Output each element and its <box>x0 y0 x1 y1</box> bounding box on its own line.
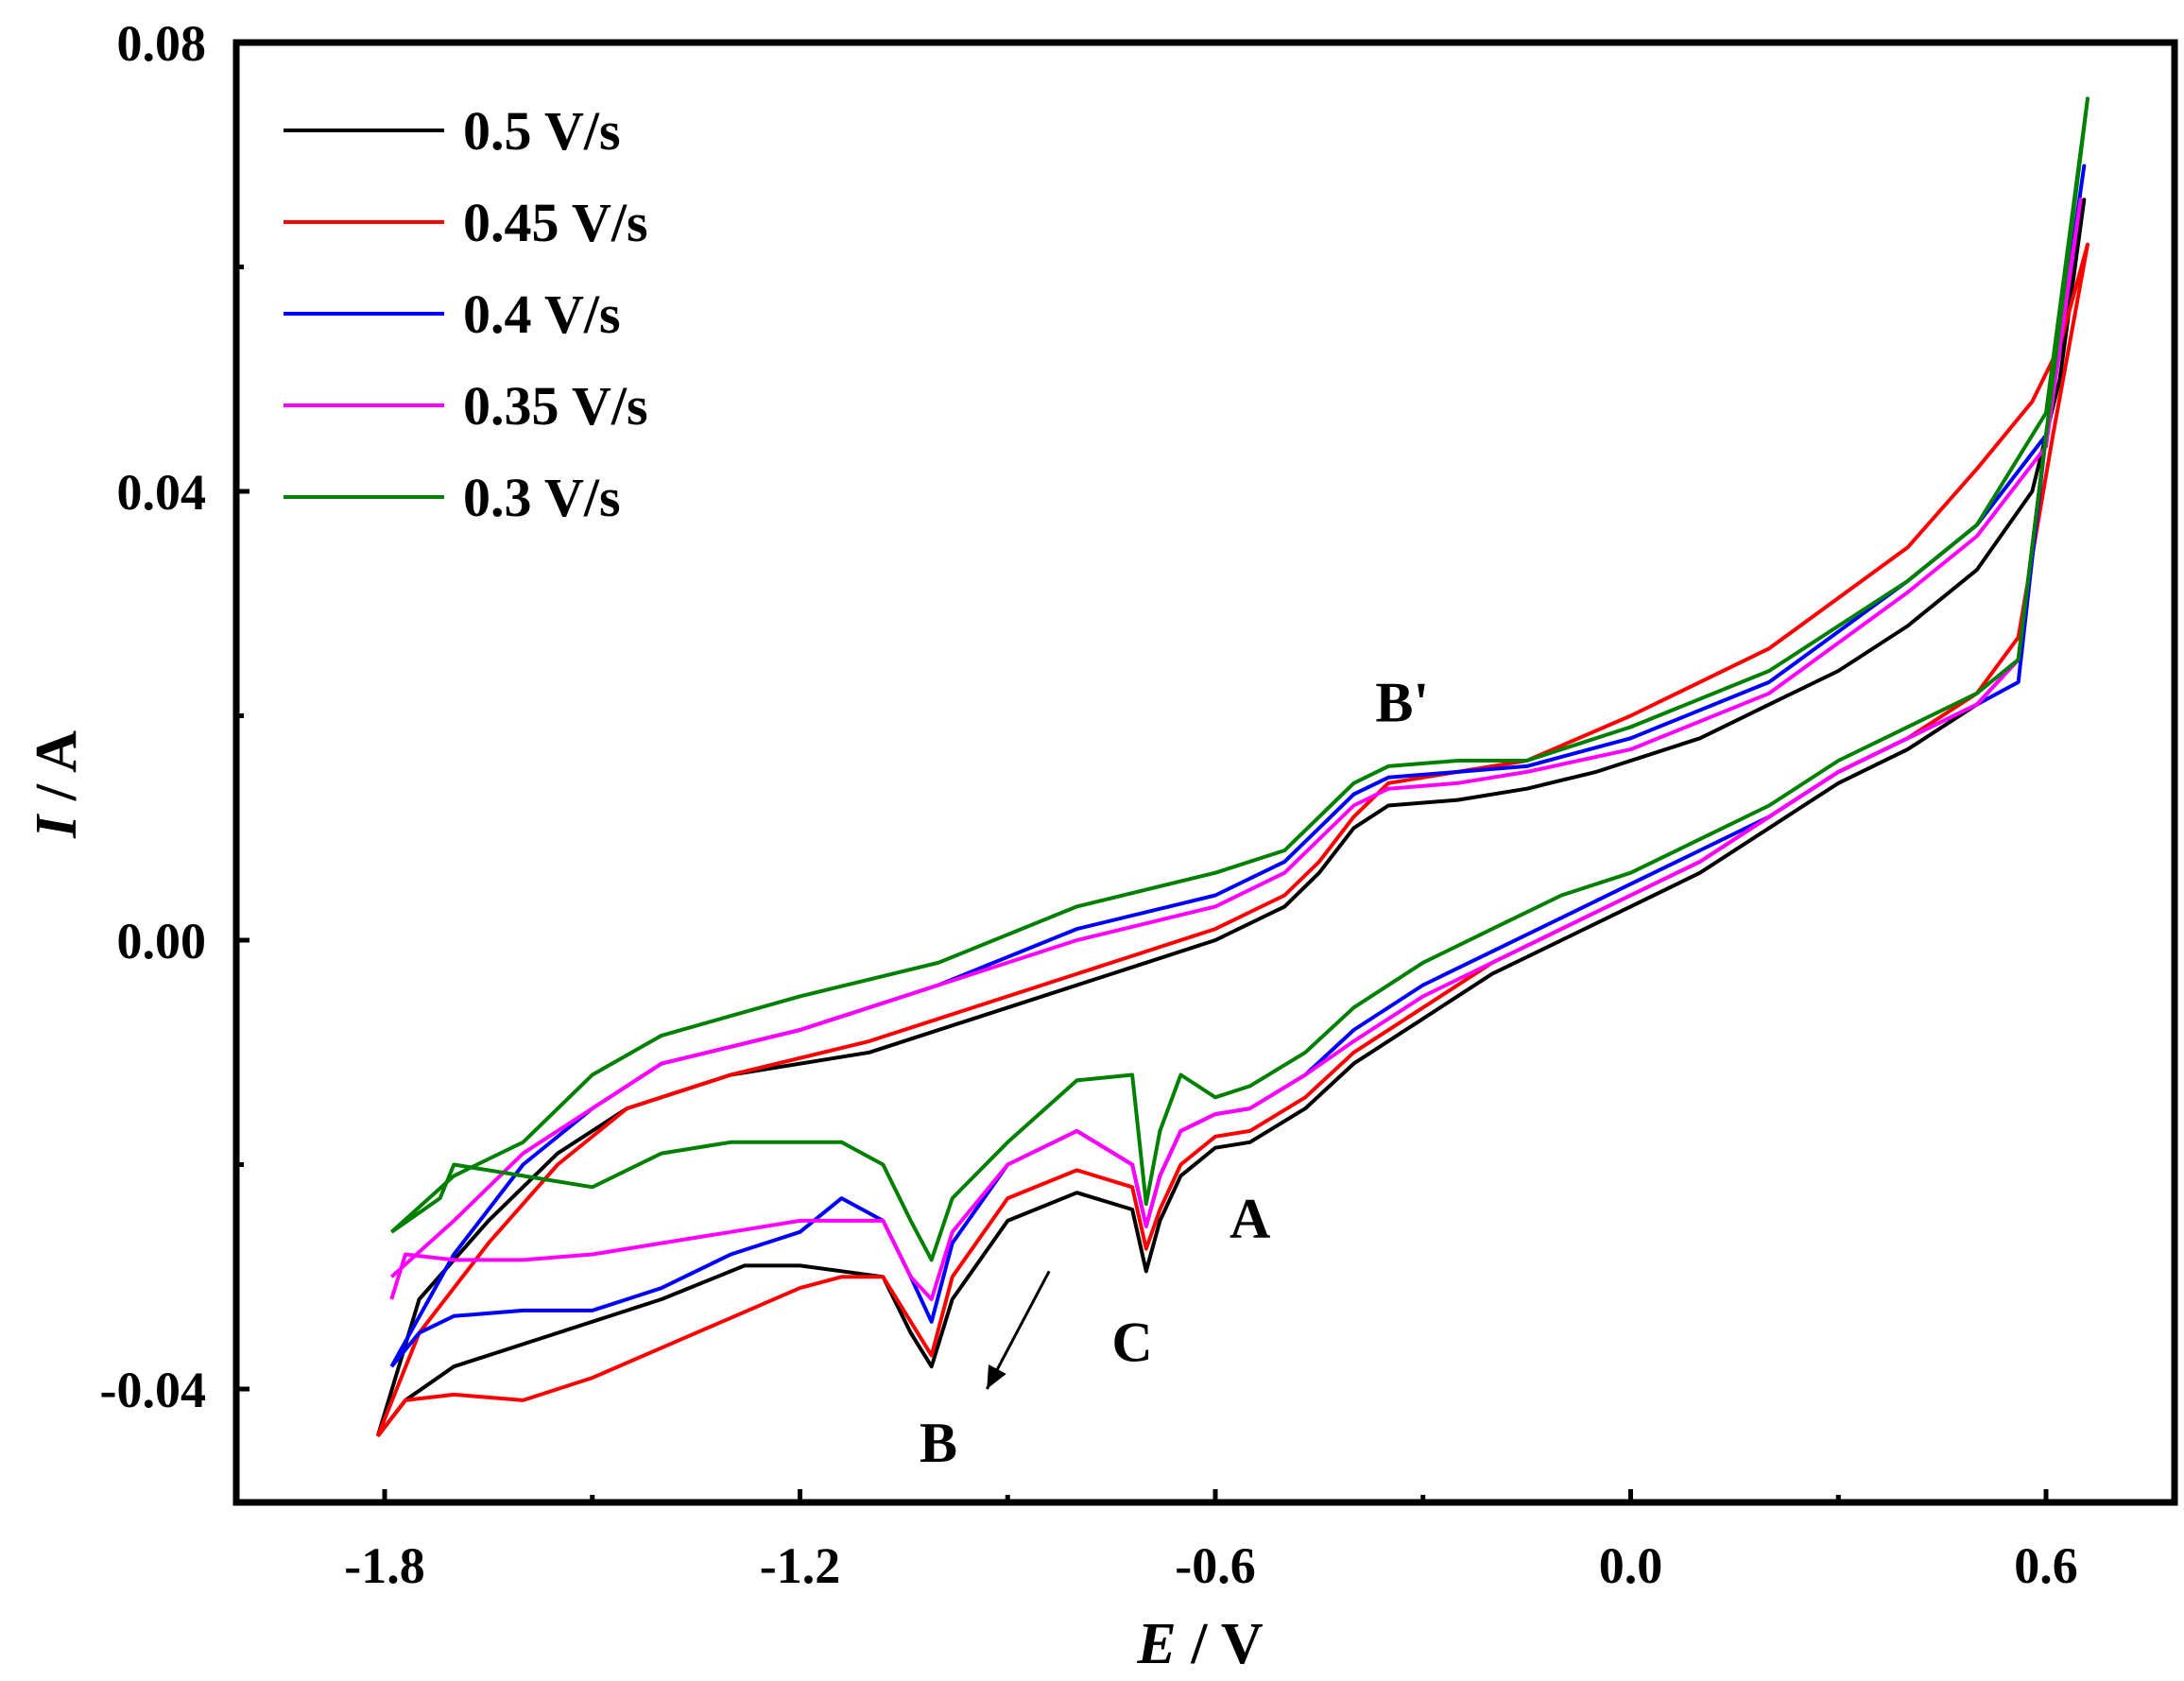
x-tick-label-0: -1.8 <box>344 1537 424 1594</box>
y-axis-title-unit: / A <box>25 730 89 815</box>
x-tick-label-3: 0.0 <box>1599 1537 1663 1594</box>
annotation-layer: B' A C B <box>920 671 1429 1474</box>
legend-label-1: 0.45 V/s <box>463 192 648 253</box>
x-axis-title: E / V <box>1136 1612 1263 1676</box>
annotation-3: B <box>920 1412 957 1474</box>
y-tick-label-0: 0.08 <box>117 15 207 72</box>
series-line-4 <box>389 96 2089 1262</box>
y-axis-title: I / A <box>25 730 89 839</box>
arrow-head <box>987 1364 1006 1389</box>
legend: 0.5 V/s 0.45 V/s 0.4 V/s 0.35 V/s 0.3 V/s <box>284 100 648 528</box>
y-axis-title-var: I <box>25 814 89 839</box>
series-line-3 <box>389 197 2083 1301</box>
y-tick-label-1: 0.04 <box>117 464 207 521</box>
legend-label-4: 0.3 V/s <box>463 467 621 528</box>
x-axis-title-var: E <box>1136 1612 1176 1676</box>
x-tick-label-1: -1.2 <box>760 1537 840 1594</box>
x-tick-label-4: 0.6 <box>2014 1537 2078 1594</box>
x-axis-title-unit: / V <box>1177 1612 1264 1676</box>
plot-area: B' A C B -1.8 -1.2 -0.6 0.0 0.6 0.08 0.04 0.00 -0.0… <box>100 15 2178 1594</box>
legend-label-3: 0.35 V/s <box>463 375 648 437</box>
plot-frame <box>232 39 2178 1506</box>
y-tick-label-3: -0.04 <box>100 1362 206 1418</box>
series-line-0 <box>375 197 2087 1438</box>
series-layer <box>375 96 2089 1438</box>
legend-label-2: 0.4 V/s <box>463 283 621 345</box>
tick-layer: -1.8 -1.2 -0.6 0.0 0.6 0.08 0.04 0.00 -0.04 <box>100 15 2078 1594</box>
annotation-0: B' <box>1375 671 1429 733</box>
annotation-1: A <box>1230 1188 1270 1250</box>
x-tick-label-2: -0.6 <box>1175 1537 1255 1594</box>
y-tick-label-2: 0.00 <box>117 913 207 969</box>
legend-label-0: 0.5 V/s <box>463 100 621 162</box>
annotation-2: C <box>1111 1311 1152 1373</box>
